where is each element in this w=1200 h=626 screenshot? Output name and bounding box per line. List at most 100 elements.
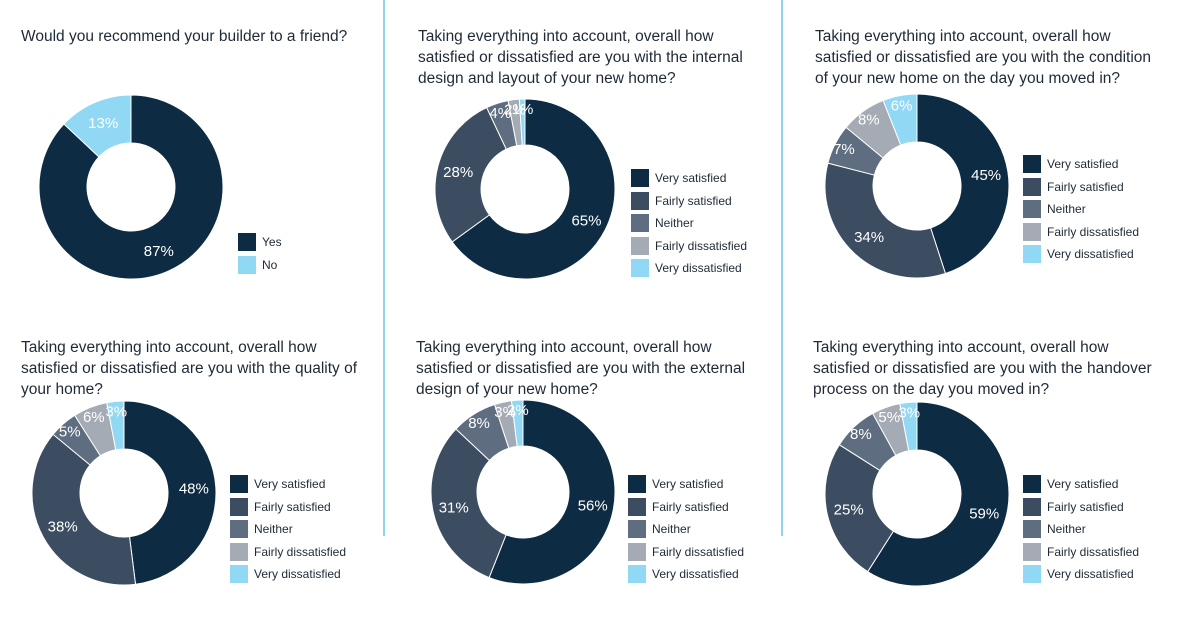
slice-fairly-satisfied bbox=[434, 106, 507, 243]
slice-label-very-dissatisfied: 2% bbox=[507, 402, 529, 419]
legend-swatch bbox=[1023, 565, 1041, 583]
chart-panel-recommend: Would you recommend your builder to a fr… bbox=[21, 26, 371, 286]
legend-swatch bbox=[230, 542, 248, 561]
legend-swatch bbox=[631, 214, 649, 232]
legend-swatch bbox=[1023, 245, 1041, 263]
legend-swatch bbox=[1023, 155, 1041, 173]
donut-chart-internal-design: 65% 28% 4%2%1% bbox=[434, 98, 616, 280]
slice-label-very-satisfied: 65% bbox=[571, 212, 601, 229]
legend-swatch bbox=[628, 542, 646, 561]
chart-panel-quality: Taking everything into account, overall … bbox=[21, 337, 381, 597]
legend-swatch bbox=[238, 233, 256, 251]
slice-label-fairly-satisfied: 38% bbox=[48, 519, 78, 536]
legend-swatch bbox=[1023, 475, 1041, 493]
legend-label: Neither bbox=[1047, 522, 1086, 536]
legend-swatch bbox=[631, 259, 649, 277]
slice-label-fairly-dissatisfied: 5% bbox=[878, 409, 900, 426]
legend-swatch bbox=[230, 565, 248, 583]
slice-label-fairly-dissatisfied: 8% bbox=[858, 112, 880, 129]
legend-label: Very dissatisfied bbox=[254, 567, 341, 581]
slice-label-yes: 87% bbox=[144, 243, 174, 260]
slice-yes bbox=[38, 94, 224, 280]
slice-very-dissatisfied bbox=[106, 400, 125, 451]
donut-chart-recommend: 87% 13% bbox=[38, 94, 224, 280]
slice-very-satisfied bbox=[123, 400, 217, 585]
chart-title-internal-design: Taking everything into account, overall … bbox=[418, 28, 743, 87]
chart-title-recommend: Would you recommend your builder to a fr… bbox=[21, 28, 348, 45]
legend-label: Neither bbox=[655, 216, 694, 230]
legend-swatch bbox=[1023, 542, 1041, 561]
legend-label: Fairly dissatisfied bbox=[655, 238, 748, 253]
slice-label-fairly-satisfied: 28% bbox=[443, 164, 473, 181]
legend-swatch bbox=[1023, 177, 1041, 196]
donut-chart-condition: 45% 34% 7%8% 6% bbox=[824, 93, 1010, 279]
chart-panel-external-design: Taking everything into account, overall … bbox=[416, 337, 776, 597]
legend-label: Fairly satisfied bbox=[652, 499, 729, 514]
slice-label-very-dissatisfied: 6% bbox=[891, 97, 913, 114]
chart-title-external-design: Taking everything into account, overall … bbox=[416, 339, 746, 398]
legend-swatch bbox=[230, 520, 248, 538]
legend-swatch bbox=[628, 475, 646, 493]
chart-title-quality: Taking everything into account, overall … bbox=[21, 339, 358, 398]
slice-very-dissatisfied bbox=[882, 93, 918, 146]
legend-label: Fairly satisfied bbox=[254, 499, 331, 514]
donut-chart-external-design: 56% 31% 8%3%2% bbox=[430, 399, 616, 585]
legend-swatch bbox=[238, 255, 256, 274]
legend-swatch bbox=[1023, 497, 1041, 516]
legend-swatch bbox=[1023, 222, 1041, 241]
column-divider-left bbox=[383, 0, 385, 536]
slice-very-satisfied bbox=[867, 401, 1010, 587]
slice-label-very-satisfied: 45% bbox=[971, 167, 1001, 184]
donut-chart-handover: 59% 25% 8% 5%3% bbox=[824, 401, 1010, 587]
slice-label-very-dissatisfied: 3% bbox=[898, 404, 920, 421]
chart-panel-internal-design: Taking everything into account, overall … bbox=[418, 26, 778, 286]
chart-title-handover: Taking everything into account, overall … bbox=[813, 339, 1152, 398]
legend-label: Fairly dissatisfied bbox=[1047, 224, 1140, 239]
legend-label: Neither bbox=[254, 522, 293, 536]
chart-panel-condition: Taking everything into account, overall … bbox=[815, 26, 1175, 286]
slice-label-very-satisfied: 56% bbox=[578, 497, 608, 514]
slice-very-dissatisfied bbox=[510, 399, 524, 447]
legend-label: Very satisfied bbox=[254, 477, 326, 491]
legend-label: Fairly satisfied bbox=[1047, 499, 1124, 514]
slice-label-very-dissatisfied: 1% bbox=[512, 101, 534, 118]
legend-swatch bbox=[631, 169, 649, 187]
slice-label-neither: 4% bbox=[489, 105, 511, 122]
legend-label: Very dissatisfied bbox=[655, 261, 742, 275]
legend-label: Fairly dissatisfied bbox=[254, 544, 347, 559]
legend-label: Neither bbox=[652, 522, 691, 536]
legend-label: Very satisfied bbox=[1047, 157, 1119, 171]
legend-label: Fairly dissatisfied bbox=[652, 544, 745, 559]
legend-swatch bbox=[230, 497, 248, 516]
legend-swatch bbox=[1023, 520, 1041, 538]
legend-swatch bbox=[1023, 200, 1041, 218]
slice-label-fairly-dissatisfied: 2% bbox=[504, 102, 526, 119]
slice-label-neither: 7% bbox=[833, 141, 855, 158]
slice-fairly-satisfied bbox=[824, 162, 947, 279]
legend-swatch bbox=[628, 497, 646, 516]
slice-no bbox=[63, 94, 132, 158]
slice-label-fairly-dissatisfied: 6% bbox=[83, 409, 105, 426]
slice-fairly-satisfied bbox=[430, 428, 507, 579]
slice-label-neither: 8% bbox=[468, 415, 490, 432]
slice-very-dissatisfied bbox=[899, 401, 918, 452]
legend-swatch bbox=[631, 236, 649, 255]
legend-label: Very dissatisfied bbox=[1047, 567, 1134, 581]
legend-label: Very satisfied bbox=[652, 477, 724, 491]
chart-title-condition: Taking everything into account, overall … bbox=[815, 28, 1152, 87]
legend-label: Yes bbox=[262, 235, 282, 249]
legend-label: Fairly dissatisfied bbox=[1047, 544, 1140, 559]
slice-label-very-satisfied: 59% bbox=[969, 506, 999, 523]
slice-label-neither: 5% bbox=[59, 423, 81, 440]
slice-label-very-satisfied: 48% bbox=[179, 481, 209, 498]
legend-label: Very satisfied bbox=[655, 171, 727, 185]
chart-panel-handover: Taking everything into account, overall … bbox=[813, 337, 1173, 597]
slice-label-fairly-satisfied: 31% bbox=[439, 499, 469, 516]
slice-label-no: 13% bbox=[88, 115, 118, 132]
slice-label-fairly-dissatisfied: 3% bbox=[494, 404, 516, 421]
slice-very-satisfied bbox=[451, 98, 616, 280]
slice-fairly-satisfied bbox=[31, 433, 137, 586]
legend-swatch bbox=[628, 565, 646, 583]
legend-swatch bbox=[631, 191, 649, 210]
legend-label: Very dissatisfied bbox=[1047, 247, 1134, 261]
